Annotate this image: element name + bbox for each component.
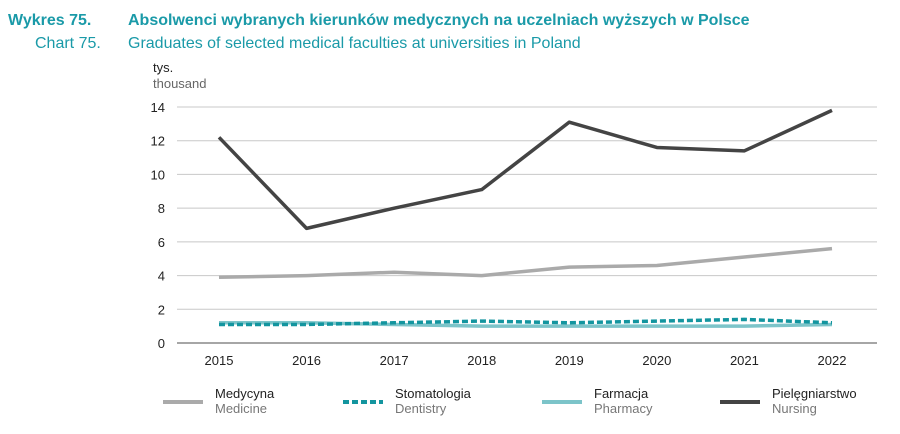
y-tick-label: 4 [158, 269, 165, 284]
x-tick-label: 2019 [555, 353, 584, 368]
x-tick-label: 2020 [642, 353, 671, 368]
y-tick-label: 2 [158, 302, 165, 317]
series-line-dentistry [219, 317, 833, 327]
chart-title-en: Graduates of selected medical faculties … [128, 35, 581, 52]
legend-label-pl: Medycyna [215, 386, 275, 401]
x-tick-label: 2018 [467, 353, 496, 368]
chart-number-pl: Wykres 75. [8, 12, 92, 29]
legend-item-pharmacy: Farmacja Pharmacy [594, 386, 653, 416]
legend-label-en: Medicine [215, 401, 268, 416]
legend-item-dentistry: Stomatologia Dentistry [395, 386, 471, 416]
y-tick-label: 14 [151, 100, 165, 115]
x-tick-label: 2015 [205, 353, 234, 368]
y-tick-label: 10 [151, 167, 165, 182]
legend-label-en: Nursing [772, 401, 817, 416]
legend-item-nursing: Pielęgniarstwo Nursing [772, 386, 857, 416]
legend-label-en: Dentistry [395, 401, 447, 416]
legend-label-pl: Stomatologia [395, 386, 471, 401]
chart-title-pl: Absolwenci wybranych kierunków medycznyc… [128, 12, 750, 29]
x-tick-label: 2021 [730, 353, 759, 368]
x-tick-label: 2022 [818, 353, 847, 368]
y-tick-label: 12 [151, 134, 165, 149]
chart-number-en: Chart 75. [35, 35, 101, 52]
y-unit-pl: tys. [153, 60, 174, 75]
series-line-medicine [218, 246, 833, 280]
x-tick-label: 2016 [292, 353, 321, 368]
legend-label-pl: Pielęgniarstwo [772, 386, 857, 401]
legend-label-pl: Farmacja [594, 386, 649, 401]
series-line-nursing [217, 108, 833, 231]
y-tick-label: 0 [158, 336, 165, 351]
y-tick-label: 6 [158, 235, 165, 250]
legend-item-medicine: Medycyna Medicine [215, 386, 274, 416]
y-tick-label: 8 [158, 201, 165, 216]
x-tick-label: 2017 [380, 353, 409, 368]
legend-label-en: Pharmacy [594, 401, 653, 416]
y-unit-en: thousand [153, 76, 207, 91]
